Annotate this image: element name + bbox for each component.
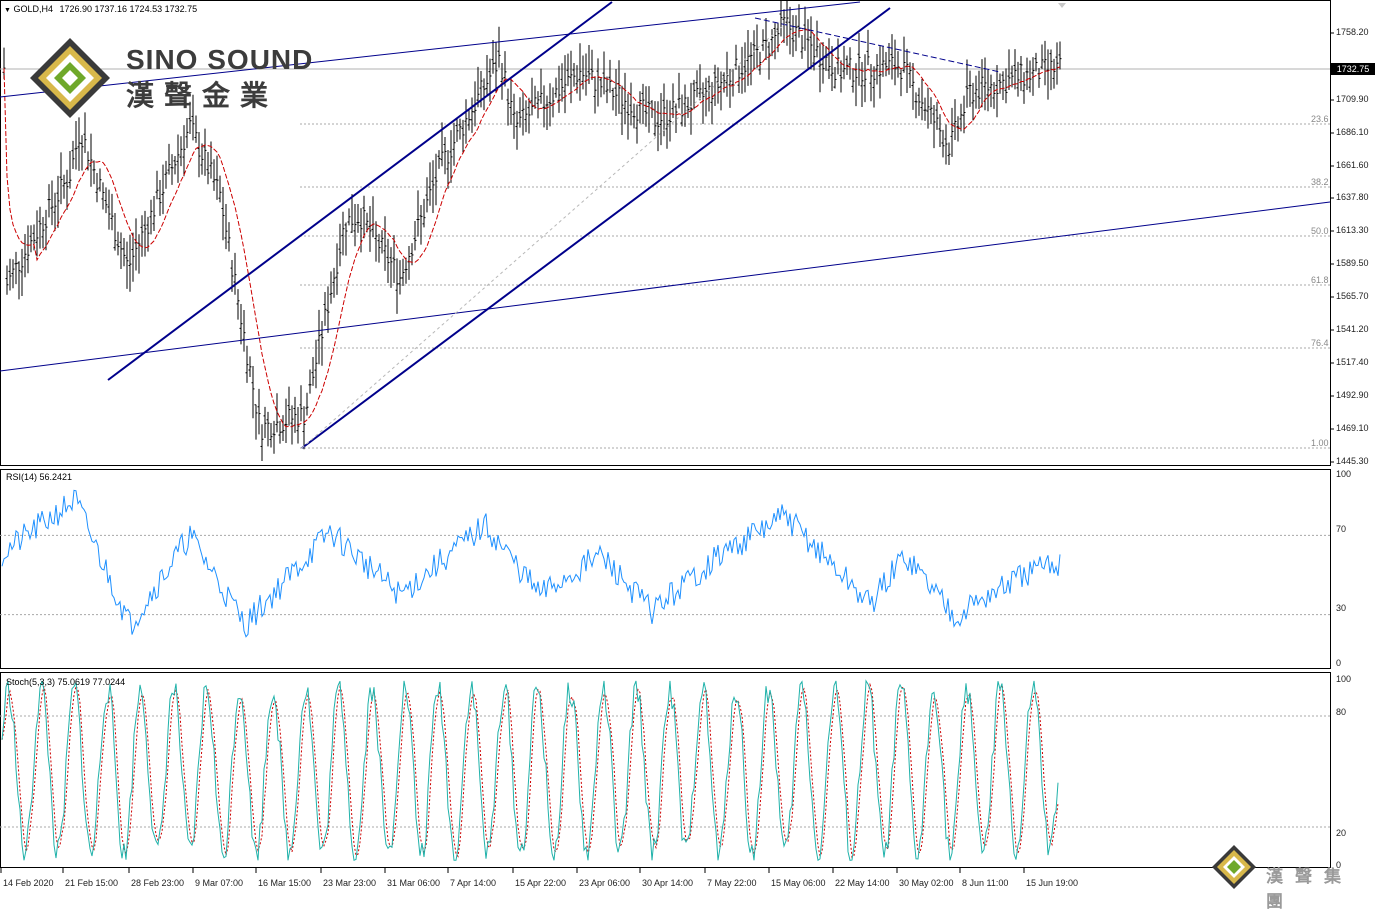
time-axis-label: 28 Feb 23:00	[131, 878, 185, 888]
time-axis-label: 23 Apr 06:00	[579, 878, 631, 888]
time-axis-label: 21 Feb 15:00	[65, 878, 119, 888]
price-axis-label: 1445.30	[1336, 456, 1369, 466]
price-axis-label: 1565.70	[1336, 291, 1369, 301]
watermark-cn: 漢聲集團	[1266, 867, 1353, 912]
time-axis-label: 16 Mar 15:00	[258, 878, 312, 888]
brand-name-en: SINO SOUND	[126, 44, 314, 75]
price-axis-label: 1541.20	[1336, 324, 1369, 334]
fib-level-label: 50.0	[1311, 226, 1329, 236]
fib-level-label: 61.8	[1311, 275, 1329, 285]
rsi-label: RSI(14) 56.2421	[6, 472, 73, 482]
time-axis-label: 31 Mar 06:00	[387, 878, 441, 888]
time-axis-label: 7 Apr 14:00	[450, 878, 497, 888]
time-axis-label: 30 Apr 14:00	[642, 878, 694, 888]
symbol-label: GOLD,H4	[13, 4, 53, 14]
time-axis-label: 22 May 14:00	[835, 878, 890, 888]
time-axis-label: 9 Mar 07:00	[195, 878, 244, 888]
fib-retracement-diagonal	[301, 23, 786, 449]
time-axis-label: 14 Feb 2020	[3, 878, 54, 888]
time-axis-label: 15 Jun 19:00	[1026, 878, 1079, 888]
rsi-line	[1, 489, 1061, 638]
fib-level-label: 76.4	[1311, 338, 1329, 348]
channel-line-upper	[107, 1, 613, 381]
rsi-panel-frame	[0, 469, 1331, 669]
stoch-axis-label: 80	[1336, 707, 1347, 717]
price-axis-label: 1613.30	[1336, 225, 1369, 235]
price-axis-label: 1589.50	[1336, 258, 1369, 268]
stoch-label: Stoch(5,3,3) 75.0619 77.0244	[6, 677, 126, 687]
stoch-axis-label: 0	[1336, 860, 1342, 870]
dropdown-arrow-icon[interactable]: ▼	[4, 7, 11, 14]
trend-line-support	[0, 201, 1331, 372]
current-price-tag: 1732.75	[1331, 63, 1375, 75]
rsi-axis-label: 100	[1336, 469, 1352, 479]
time-axis-label: 30 May 02:00	[899, 878, 954, 888]
price-axis-label: 1661.60	[1336, 160, 1369, 170]
stoch-main-line	[1, 679, 1059, 862]
time-axis-label: 7 May 22:00	[707, 878, 757, 888]
stoch-signal-line	[1, 682, 1059, 859]
time-axis-label: 15 Apr 22:00	[515, 878, 567, 888]
chart-header: ▼ GOLD,H4 1726.90 1737.16 1724.53 1732.7…	[4, 4, 197, 14]
chart-canvas	[0, 0, 1334, 889]
marker-triangle-icon	[1058, 3, 1066, 8]
rsi-axis-label: 0	[1336, 658, 1342, 668]
time-axis-label: 15 May 06:00	[771, 878, 826, 888]
brand-logo-icon	[30, 38, 110, 118]
price-axis-label: 1758.20	[1336, 27, 1369, 37]
stoch-axis-label: 20	[1336, 828, 1347, 838]
time-axis-label: 23 Mar 23:00	[323, 878, 377, 888]
trend-line-top	[0, 1, 861, 98]
rsi-axis-label: 70	[1336, 524, 1347, 534]
brand-name-cn: 漢聲金業	[126, 79, 279, 112]
trend-line-dashed	[754, 17, 1001, 73]
time-axis-label: 8 Jun 11:00	[962, 878, 1009, 888]
price-axis-label: 1469.10	[1336, 423, 1369, 433]
watermark-logo-icon	[1212, 845, 1256, 889]
fib-level-label: 23.6	[1311, 114, 1329, 124]
rsi-axis-label: 30	[1336, 603, 1347, 613]
stoch-axis-label: 100	[1336, 674, 1352, 684]
main-panel-frame	[0, 0, 1331, 466]
price-axis-label: 1517.40	[1336, 357, 1369, 367]
price-axis-label: 1637.80	[1336, 192, 1369, 202]
ohlc-values: 1726.90 1737.16 1724.53 1732.75	[59, 4, 198, 14]
price-axis-label: 1686.10	[1336, 127, 1369, 137]
stoch-panel-frame	[0, 672, 1331, 868]
price-axis-label: 1492.90	[1336, 390, 1369, 400]
channel-line-lower	[301, 7, 891, 449]
price-axis-label: 1709.90	[1336, 94, 1369, 104]
fib-level-label: 1.00	[1311, 438, 1329, 448]
fib-level-label: 38.2	[1311, 177, 1329, 187]
